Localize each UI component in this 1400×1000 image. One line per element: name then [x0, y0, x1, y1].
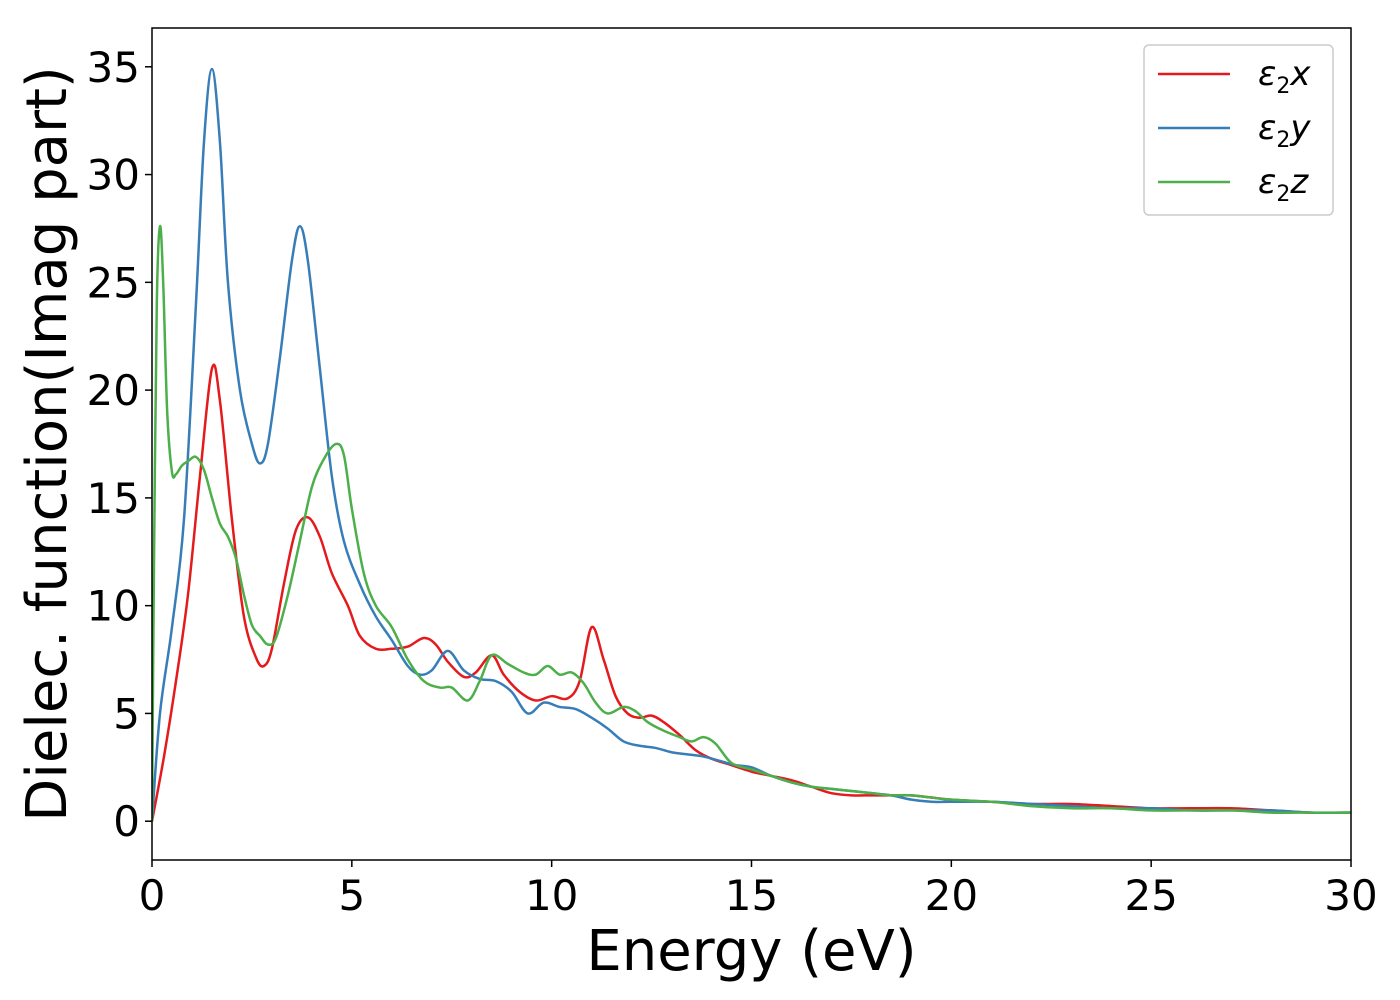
series-line-x: [152, 363, 1351, 822]
y-tick-label: 35: [87, 43, 140, 92]
x-tick-label: 25: [1124, 871, 1177, 920]
x-tick-label: 5: [338, 871, 365, 920]
x-axis-ticks: 0 5 10 15 20 25 30: [139, 860, 1378, 920]
x-tick-label: 0: [139, 871, 166, 920]
x-tick-label: 15: [725, 871, 778, 920]
legend-box: [1143, 44, 1334, 216]
y-axis-label: Dielec. function(Imag part): [15, 66, 80, 822]
y-axis-ticks: 0 5 10 15 20 25 30 35: [87, 43, 152, 846]
legend-entry-x: ε2x: [1258, 54, 1311, 99]
legend: ε2x ε2y ε2z: [1143, 44, 1334, 216]
y-tick-label: 25: [87, 258, 140, 307]
y-tick-label: 20: [87, 366, 140, 415]
y-tick-label: 15: [87, 474, 140, 523]
x-axis-label: Energy (eV): [586, 919, 916, 984]
y-tick-label: 10: [87, 582, 140, 631]
legend-entry-z: ε2z: [1258, 162, 1309, 207]
y-tick-label: 30: [87, 151, 140, 200]
x-tick-label: 20: [925, 871, 978, 920]
series-line-z: [152, 225, 1351, 822]
x-tick-label: 30: [1324, 871, 1377, 920]
legend-entry-y: ε2y: [1258, 108, 1311, 153]
plot-content: [152, 67, 1351, 822]
y-tick-label: 0: [113, 797, 140, 846]
y-tick-label: 5: [113, 689, 140, 738]
x-tick-label: 10: [525, 871, 578, 920]
series-line-y: [152, 67, 1351, 822]
